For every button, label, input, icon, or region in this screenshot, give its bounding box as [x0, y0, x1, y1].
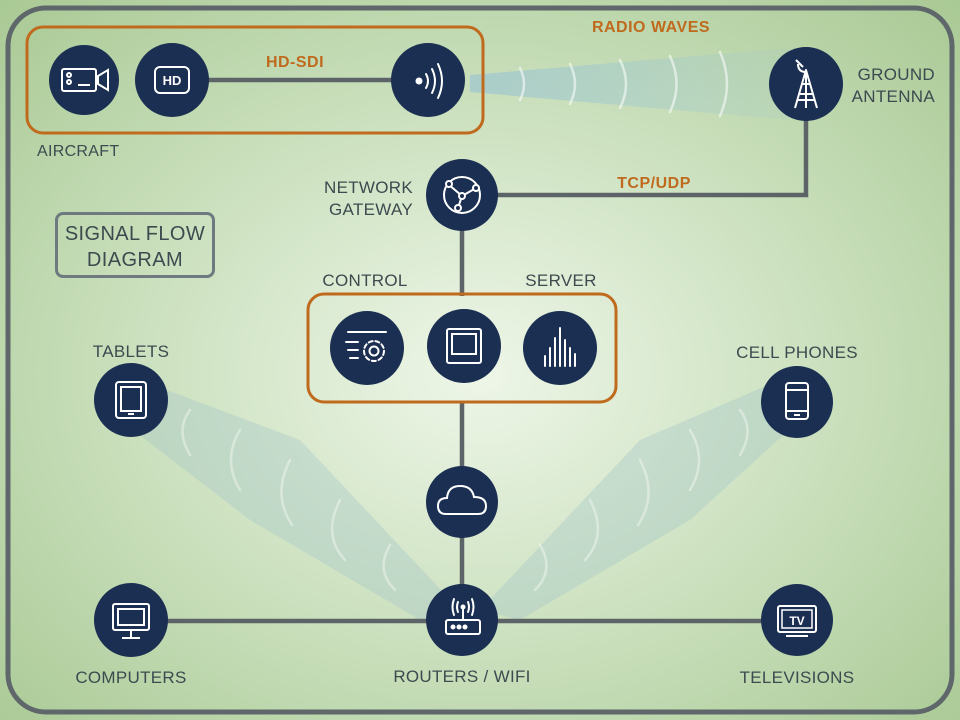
diagram-title-box: SIGNAL FLOW DIAGRAM: [55, 212, 215, 278]
ground-antenna-node[interactable]: [769, 47, 843, 121]
server-label: SERVER: [525, 271, 597, 290]
router-wifi-node[interactable]: [426, 584, 498, 656]
cloud-icon: [436, 484, 488, 515]
radio-wave-beam-aircraft-to-antenna: [470, 48, 790, 120]
network-gateway-node[interactable]: [426, 159, 498, 231]
control-server-group-box: [306, 292, 618, 404]
control-node[interactable]: [330, 311, 404, 385]
network-globe-icon: [443, 176, 481, 214]
broadcast-signal-icon: [415, 63, 443, 99]
tablet-icon: [115, 381, 147, 419]
hd-sdi-label: HD-SDI: [265, 54, 325, 71]
audio-levels-icon: [544, 327, 576, 367]
network-gateway-label-line2: GATEWAY: [329, 200, 413, 219]
ground-antenna-label-line2: ANTENNA: [851, 87, 935, 106]
antenna-tower-icon: [794, 59, 818, 109]
hd-badge-text: HD: [163, 73, 182, 88]
transmitter-node[interactable]: [391, 43, 465, 117]
hd-encoder-node[interactable]: HD: [135, 43, 209, 117]
cell-phone-icon: [785, 382, 809, 420]
wifi-router-icon: [445, 598, 481, 635]
server-display-icon: [446, 328, 482, 364]
camera-node[interactable]: [49, 45, 119, 115]
ground-antenna-label-line1: GROUND: [857, 65, 935, 84]
server-display-node[interactable]: [427, 309, 501, 383]
cell-phones-node[interactable]: [761, 366, 833, 438]
radio-wave-beam-right: [480, 380, 800, 620]
network-gateway-label-line1: NETWORK: [324, 178, 413, 197]
tablets-node[interactable]: [94, 363, 168, 437]
outer-frame: [5, 5, 955, 715]
line-antenna-to-gateway: [462, 115, 809, 198]
televisions-label: TELEVISIONS: [739, 668, 855, 687]
television-icon: TV: [777, 605, 817, 637]
control-label: CONTROL: [322, 271, 408, 290]
computers-node[interactable]: [94, 583, 168, 657]
computer-monitor-icon: [112, 603, 150, 639]
aircraft-group-box: [25, 25, 485, 135]
cloud-node[interactable]: [426, 466, 498, 538]
radio-wave-beam-left: [120, 380, 460, 620]
cell-phones-label: CELL PHONES: [736, 343, 858, 362]
tv-badge-text: TV: [789, 614, 804, 628]
computers-label: COMPUTERS: [75, 668, 187, 687]
camera-icon: [61, 68, 109, 92]
radio-waves-label: RADIO WAVES: [591, 19, 711, 36]
control-settings-icon: [345, 331, 387, 362]
diagram-title-line1: SIGNAL FLOW: [64, 223, 206, 245]
hd-icon: HD: [154, 66, 190, 94]
aircraft-label: AIRCRAFT: [37, 143, 120, 160]
server-node[interactable]: [523, 311, 597, 385]
tcp-udp-label: TCP/UDP: [617, 175, 691, 192]
routers-wifi-label: ROUTERS / WIFI: [393, 667, 531, 686]
televisions-node[interactable]: TV: [761, 584, 833, 656]
diagram-title-line2: DIAGRAM: [86, 249, 184, 271]
tablets-label: TABLETS: [92, 342, 170, 361]
